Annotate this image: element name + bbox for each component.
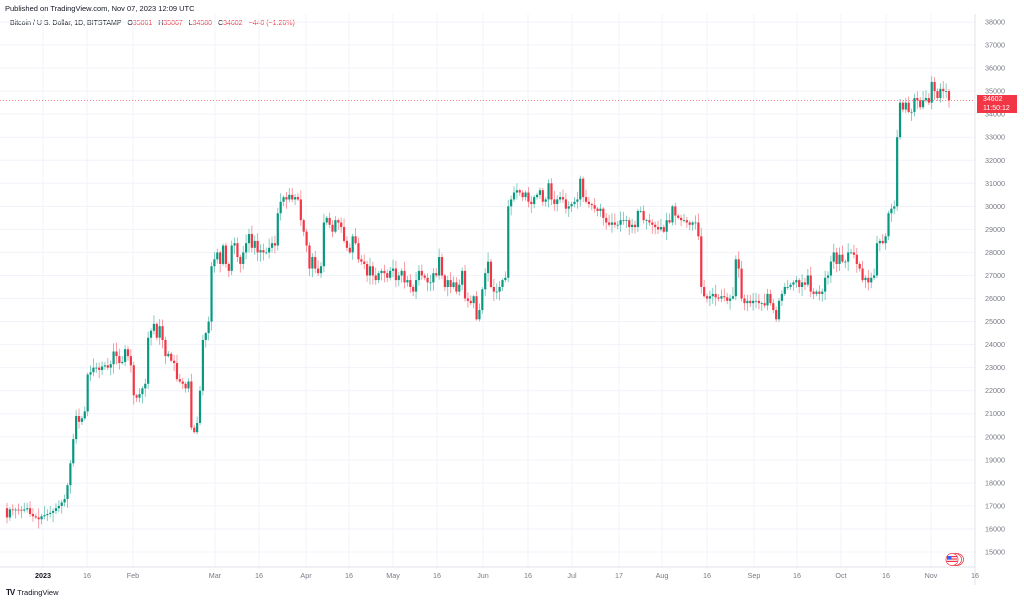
grid-lines	[0, 14, 976, 567]
time-tick: Aug	[656, 571, 669, 580]
price-tick: 27000	[985, 271, 1005, 280]
price-tick: 24000	[985, 340, 1005, 349]
price-tick: 23000	[985, 363, 1005, 372]
price-tick: 25000	[985, 317, 1005, 326]
time-tick: 17	[615, 571, 623, 580]
time-tick: 16	[882, 571, 890, 580]
price-tick: 15000	[985, 548, 1005, 557]
time-tick: Jun	[477, 571, 489, 580]
price-tick: 26000	[985, 294, 1005, 303]
change-value: −440 (−1.26%)	[248, 20, 295, 27]
time-tick: Nov	[925, 571, 938, 580]
close-label: C	[218, 20, 224, 27]
price-tick: 38000	[985, 18, 1005, 27]
time-tick: Oct	[835, 571, 846, 580]
last-price-label: 34602 11:50:12	[977, 95, 1017, 113]
price-tick: 20000	[985, 432, 1005, 441]
open-label: O	[127, 20, 133, 27]
price-tick: 29000	[985, 225, 1005, 234]
price-tick: 37000	[985, 41, 1005, 50]
price-tick: 34000	[985, 110, 1005, 119]
price-tick: 16000	[985, 524, 1005, 533]
candles	[5, 75, 951, 529]
price-tick: 17000	[985, 501, 1005, 510]
time-tick: Feb	[127, 571, 139, 580]
symbol-title[interactable]: Bitcoin / U.S. Dollar, 1D, BITSTAMP	[10, 20, 122, 27]
tradingview-brand[interactable]: TV TradingView	[6, 588, 59, 597]
time-axis[interactable]: 2023 16 Feb Mar 16 Apr 16 May 16 Jun 16 Jul 17 Aug 16 S…	[35, 571, 979, 580]
price-tick: 21000	[985, 409, 1005, 418]
last-price-value: 34602	[983, 96, 1003, 103]
time-tick: Apr	[300, 571, 312, 580]
time-tick: Mar	[209, 571, 222, 580]
price-axis[interactable]: 15000 16000 17000 18000 19000 20000 21000 22000…	[985, 18, 1005, 557]
time-tick: 16	[524, 571, 532, 580]
time-tick: 16	[255, 571, 263, 580]
time-tick: 2023	[35, 571, 51, 580]
price-tick: 19000	[985, 455, 1005, 464]
time-tick: 16	[793, 571, 801, 580]
price-tick: 22000	[985, 386, 1005, 395]
price-tick: 30000	[985, 202, 1005, 211]
price-tick: 28000	[985, 248, 1005, 257]
time-tick: Sep	[748, 571, 761, 580]
price-tick: 35000	[985, 87, 1005, 96]
time-tick: 16	[83, 571, 91, 580]
bar-countdown: 11:50:12	[983, 104, 1010, 112]
time-tick: Jul	[567, 571, 577, 580]
low-value: 34580	[192, 20, 213, 27]
price-tick: 33000	[985, 133, 1005, 142]
time-tick: 16	[971, 571, 979, 580]
high-label: H	[158, 20, 164, 27]
published-note: Published on TradingView.com, Nov 07, 20…	[5, 4, 195, 13]
high-value: 35067	[163, 20, 183, 27]
tradingview-logo-icon: TV	[6, 588, 15, 597]
price-tick: 36000	[985, 64, 1005, 73]
brand-name: TradingView	[17, 588, 59, 597]
price-tick: 32000	[985, 156, 1005, 165]
price-tick: 18000	[985, 478, 1005, 487]
open-value: 35061	[132, 20, 153, 27]
close-value: 34602	[223, 20, 243, 27]
us-flag-icon[interactable]	[944, 553, 964, 566]
time-tick: May	[386, 571, 400, 580]
ohlc-legend: Bitcoin / U.S. Dollar, 1D, BITSTAMP O350…	[10, 20, 295, 27]
low-label: L	[188, 20, 193, 27]
time-tick: 16	[433, 571, 441, 580]
time-tick: 16	[703, 571, 711, 580]
price-tick: 31000	[985, 179, 1005, 188]
time-tick: 16	[345, 571, 353, 580]
